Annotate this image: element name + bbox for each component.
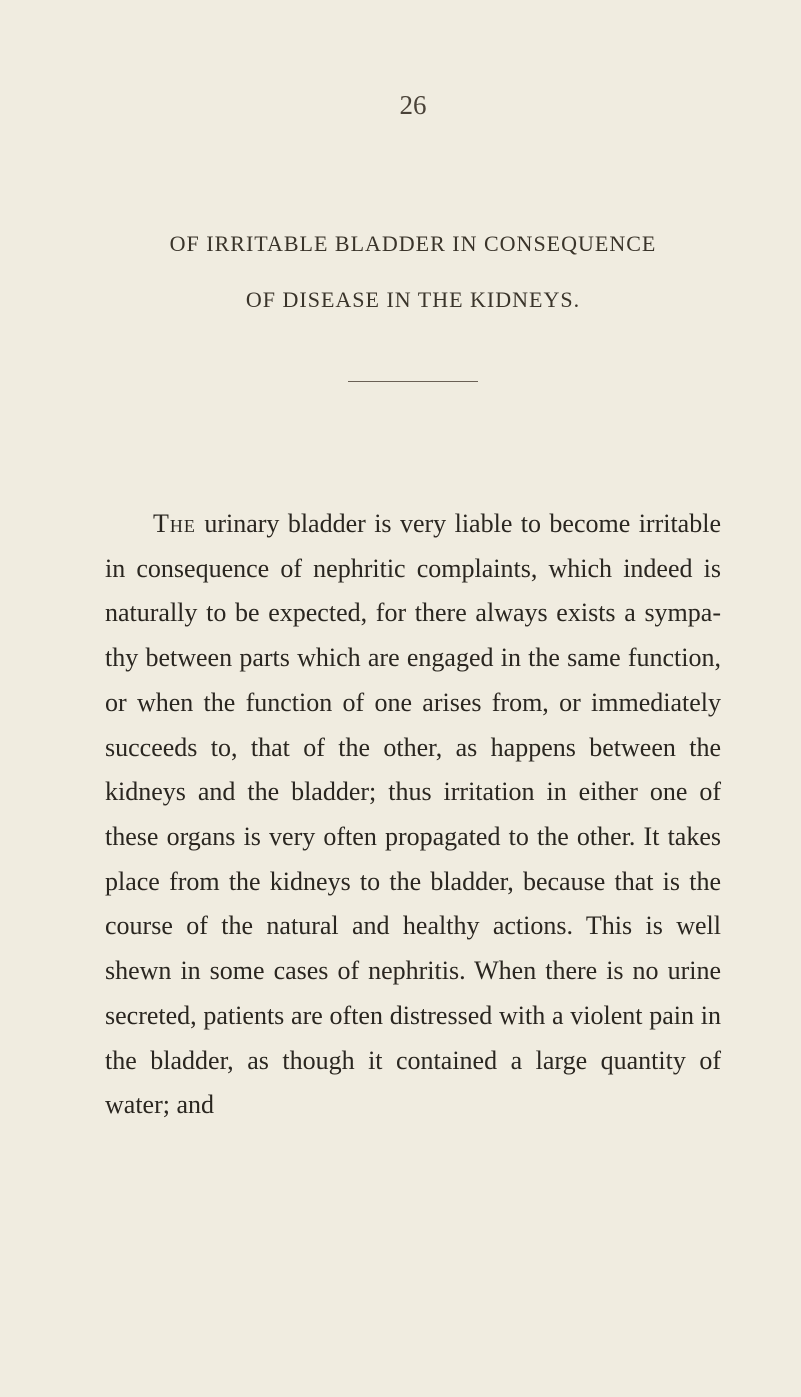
- document-page: 26 OF IRRITABLE BLADDER IN CONSEQUENCE O…: [0, 0, 801, 1397]
- body-paragraph: The urinary bladder is very liable to be…: [105, 502, 721, 1128]
- section-divider: [348, 381, 478, 382]
- first-word: The: [153, 509, 196, 538]
- page-number: 26: [105, 90, 721, 121]
- body-text-content: urinary bladder is very liable to be­com…: [105, 509, 721, 1119]
- heading-line-2: OF DISEASE IN THE KIDNEYS.: [105, 287, 721, 313]
- heading-line-1: OF IRRITABLE BLADDER IN CONSEQUENCE: [105, 231, 721, 257]
